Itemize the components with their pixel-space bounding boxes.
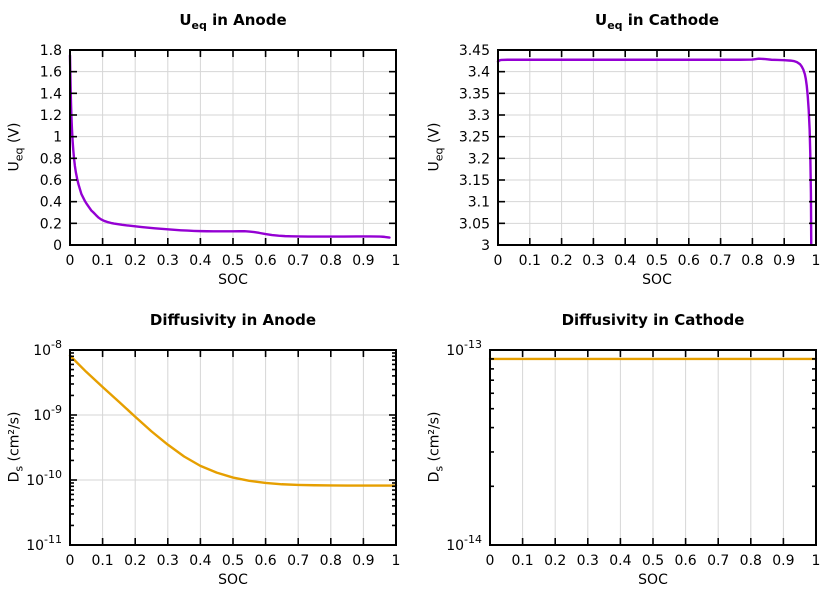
- x-tick-label: 0.4: [189, 253, 211, 269]
- y-tick-label: 1.2: [40, 108, 62, 124]
- title-base: Diffusivity in Anode: [149, 311, 317, 329]
- x-tick-label: 0.9: [352, 253, 374, 269]
- x-tick-label: 0.5: [642, 553, 664, 569]
- x-tick-label: 0.7: [287, 253, 309, 269]
- x-tick-label: 1: [392, 553, 401, 569]
- y-tick-label: 3.4: [468, 65, 490, 81]
- y-tick-label: 0: [53, 238, 62, 254]
- x-tick-label: 1: [392, 253, 401, 269]
- chart-title-diffusivity-cathode: Diffusivity in Cathode: [490, 311, 816, 332]
- x-tick-label: 0.1: [91, 553, 113, 569]
- title-rest: in Anode: [206, 11, 287, 29]
- x-tick-label: 0.6: [254, 553, 276, 569]
- x-tick-label: 0.6: [678, 253, 700, 269]
- y-tick-label: 1.8: [40, 43, 62, 59]
- y-tick-label: 3.15: [459, 173, 490, 189]
- plot-area-diffusivity-cathode: 0 0.1 0.2 0.3 0.4 0.5 0.6 0.7 0.8 0.9 1 10-14 10-13: [446, 338, 821, 569]
- y-tick-label: 10-10: [26, 468, 62, 489]
- chart-title-diffusivity-anode: Diffusivity in Anode: [70, 311, 396, 332]
- plot-area-ueq-cathode: 0 0.1 0.2 0.3 0.4 0.5 0.6 0.7 0.8 0.9 1 3 3.05 3.1 3.1…: [459, 43, 821, 269]
- x-tick-label: 0.9: [772, 553, 794, 569]
- x-tick-label: 0.1: [91, 253, 113, 269]
- x-tick-label: 1: [812, 553, 821, 569]
- x-tick-label: 0.5: [646, 253, 668, 269]
- x-tick-label: 0.3: [577, 553, 599, 569]
- data-curve-diffusivity-anode: [68, 354, 398, 487]
- x-tick-label: 0: [486, 553, 495, 569]
- y-tick-label: 1: [53, 130, 62, 146]
- title-subscript: eq: [607, 19, 623, 32]
- y-tick-label: 1.6: [40, 65, 62, 81]
- y-tick-label: 0.8: [40, 151, 62, 167]
- y-tick-label: 3.2: [468, 151, 490, 167]
- x-tick-label: 0.5: [222, 553, 244, 569]
- x-axis-label: SOC: [218, 272, 248, 288]
- chart-title-ueq-cathode: Ueq in Cathode: [498, 11, 816, 32]
- x-axis-label: SOC: [218, 572, 248, 588]
- y-tick-label: 10-8: [33, 338, 62, 359]
- y-tick-label: 10-14: [446, 533, 482, 554]
- x-tick-label: 1: [812, 253, 821, 269]
- x-tick-label: 0.2: [124, 553, 146, 569]
- chart-diffusivity-cathode: Diffusivity in Cathode Ds (cm²/s) 0 0.1 0.…: [420, 300, 840, 600]
- data-curve-ueq-anode: [68, 54, 391, 239]
- x-tick-label: 0.8: [740, 553, 762, 569]
- title-base: Diffusivity in Cathode: [561, 311, 745, 329]
- title-rest: in Cathode: [622, 11, 719, 29]
- x-tick-label: 0.3: [157, 253, 179, 269]
- y-tick-label: 3.25: [459, 130, 490, 146]
- y-tick-label: 3.3: [468, 108, 490, 124]
- x-tick-label: 0.3: [157, 553, 179, 569]
- x-tick-label: 0.8: [741, 253, 763, 269]
- chart-ueq-anode: Ueq in Anode Ueq (V) 0 0.1 0.2 0.3 0.4 0.5 0.6…: [0, 0, 420, 300]
- data-curve-ueq-cathode: [496, 57, 813, 246]
- x-tick-label: 0.2: [124, 253, 146, 269]
- x-tick-label: 0.2: [544, 553, 566, 569]
- y-tick-label: 10-9: [33, 403, 62, 424]
- x-tick-label: 0: [66, 253, 75, 269]
- y-tick-label: 0.4: [40, 195, 62, 211]
- x-tick-label: 0.1: [519, 253, 541, 269]
- y-tick-label: 3: [481, 238, 490, 254]
- chart-title-ueq-anode: Ueq in Anode: [70, 11, 396, 32]
- x-tick-label: 0.7: [707, 553, 729, 569]
- plot-area-ueq-anode: 0 0.1 0.2 0.3 0.4 0.5 0.6 0.7 0.8 0.9 1 0 0.2 0.4 0.6 0…: [40, 43, 401, 269]
- x-axis-label: SOC: [638, 572, 668, 588]
- x-tick-label: 0.4: [614, 253, 636, 269]
- x-tick-label: 0.1: [511, 553, 533, 569]
- x-tick-label: 0.6: [674, 553, 696, 569]
- y-tick-label: 10-13: [446, 338, 482, 359]
- x-tick-label: 0: [66, 553, 75, 569]
- x-tick-label: 0.9: [773, 253, 795, 269]
- title-base: U: [179, 11, 192, 29]
- title-base: U: [595, 11, 608, 29]
- y-tick-label: 3.1: [468, 195, 490, 211]
- x-tick-label: 0.3: [582, 253, 604, 269]
- chart-ueq-cathode: Ueq in Cathode Ueq (V) 0 0.1 0.2 0.3 0.4 0.5 0…: [420, 0, 840, 300]
- y-tick-label: 3.05: [459, 216, 490, 232]
- x-tick-label: 0.7: [287, 553, 309, 569]
- x-tick-label: 0.4: [189, 553, 211, 569]
- x-tick-label: 0.9: [352, 553, 374, 569]
- chart-diffusivity-anode: Diffusivity in Anode Ds (cm²/s) 0 0.1 0.2 0…: [0, 300, 420, 600]
- y-tick-label: 10-11: [26, 533, 62, 554]
- plot-area-diffusivity-anode: 0 0.1 0.2 0.3 0.4 0.5 0.6 0.7 0.8 0.9 1 10-11 10-10 1…: [26, 338, 401, 569]
- y-tick-label: 0.2: [40, 216, 62, 232]
- y-tick-label: 3.35: [459, 86, 490, 102]
- y-tick-label: 0.6: [40, 173, 62, 189]
- x-tick-label: 0.8: [320, 253, 342, 269]
- x-tick-label: 0.5: [222, 253, 244, 269]
- y-tick-label: 1.4: [40, 86, 62, 102]
- y-tick-label: 3.45: [459, 43, 490, 59]
- title-subscript: eq: [191, 19, 207, 32]
- x-tick-label: 0.8: [320, 553, 342, 569]
- x-tick-label: 0.6: [254, 253, 276, 269]
- x-tick-label: 0.4: [609, 553, 631, 569]
- x-axis-label: SOC: [642, 272, 672, 288]
- x-tick-label: 0.2: [550, 253, 572, 269]
- x-tick-label: 0.7: [709, 253, 731, 269]
- x-tick-label: 0: [494, 253, 503, 269]
